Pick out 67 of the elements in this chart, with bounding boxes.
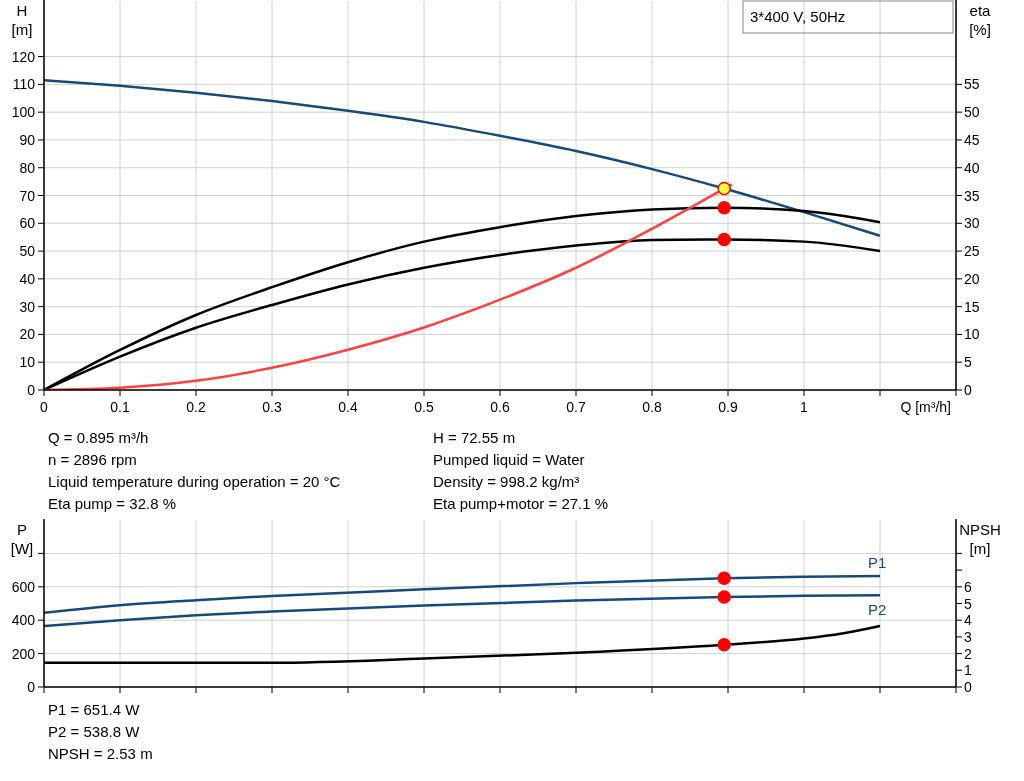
y2-tick-label: 5 xyxy=(964,354,972,371)
y2-tick-label: 45 xyxy=(964,131,980,148)
y2-tick-label: 2 xyxy=(964,645,972,662)
y-tick-label: 200 xyxy=(11,645,36,662)
y-tick-label: 0 xyxy=(27,679,36,695)
text: H = 72.55 m xyxy=(433,429,516,446)
y2-tick-label: 55 xyxy=(964,76,980,93)
series-label: P1 xyxy=(868,553,887,571)
y2-tick-label: 30 xyxy=(964,215,980,232)
y-tick-label: 600 xyxy=(11,578,36,595)
x-tick-label: 0.4 xyxy=(338,399,358,415)
y2-tick-label: 4 xyxy=(964,612,972,629)
text: Q = 0.895 m³/h xyxy=(48,429,149,446)
y-tick-label: 60 xyxy=(19,215,36,232)
y-axis-title: H [m] xyxy=(11,2,33,38)
text: n = 2896 rpm xyxy=(48,451,137,468)
x-tick-label: 0.1 xyxy=(110,399,130,415)
y2-tick-label: 25 xyxy=(964,243,980,260)
y2-tick-label: 10 xyxy=(964,326,980,343)
x-tick-label: 0.6 xyxy=(490,399,510,415)
text: P1 = 651.4 W xyxy=(48,701,141,718)
y-tick-label: 80 xyxy=(19,159,36,176)
y-tick-label: 110 xyxy=(12,76,36,93)
text: NPSH = 2.53 m xyxy=(48,745,153,762)
text: Eta pump = 32.8 % xyxy=(48,495,176,512)
x-tick-label: 0.9 xyxy=(718,399,738,415)
y-tick-label: 120 xyxy=(11,48,36,65)
y2-axis-title: eta [%] xyxy=(969,2,992,38)
line-series xyxy=(44,78,882,238)
y-tick-label: 90 xyxy=(19,131,36,148)
x-tick-label: 1 xyxy=(800,399,809,415)
x-tick-label: 0.2 xyxy=(186,399,206,415)
y-tick-label: 400 xyxy=(11,612,36,629)
x-tick-label: 0.3 xyxy=(262,399,282,415)
y-tick-label: 70 xyxy=(19,187,36,204)
y2-tick-label: 0 xyxy=(964,679,972,695)
y-axis-title: P [W] xyxy=(10,521,34,557)
text: Eta pump+motor = 27.1 % xyxy=(433,495,609,512)
text: 3*400 V, 50Hz xyxy=(750,8,846,25)
text: P2 = 538.8 W xyxy=(48,723,141,740)
text: Liquid temperature during operation = 20 °C xyxy=(48,473,341,490)
y2-tick-label: 50 xyxy=(964,104,980,121)
y2-tick-label: 20 xyxy=(964,270,980,287)
y-tick-label: 100 xyxy=(11,104,36,121)
series-label: P2 xyxy=(868,601,887,619)
y2-tick-label: 6 xyxy=(964,578,972,595)
y2-tick-label: 35 xyxy=(964,187,980,204)
y-tick-label: 20 xyxy=(19,326,36,343)
y-tick-label: 50 xyxy=(19,243,36,260)
y-tick-label: 10 xyxy=(19,354,36,371)
y-tick-label: 0 xyxy=(27,382,36,398)
y-tick-label: 30 xyxy=(19,298,36,315)
x-tick-label: 0.7 xyxy=(566,399,586,415)
y2-tick-label: 1 xyxy=(964,662,972,679)
y2-axis-title: NPSH [m] xyxy=(959,521,1001,557)
y-tick-label: 40 xyxy=(19,270,36,287)
y2-tick-label: 3 xyxy=(964,628,972,645)
x-tick-label: 0.5 xyxy=(414,399,434,415)
y2-tick-label: 40 xyxy=(964,159,980,176)
x-axis-title: Q [m³/h] xyxy=(900,399,951,415)
y2-tick-label: 15 xyxy=(964,298,980,315)
x-tick-label: 0 xyxy=(40,399,49,415)
y2-tick-label: 0 xyxy=(964,382,972,398)
y2-tick-label: 5 xyxy=(964,595,972,612)
text: Pumped liquid = Water xyxy=(433,451,585,468)
text: Density = 998.2 kg/m³ xyxy=(433,473,580,490)
x-tick-label: 0.8 xyxy=(642,399,662,415)
